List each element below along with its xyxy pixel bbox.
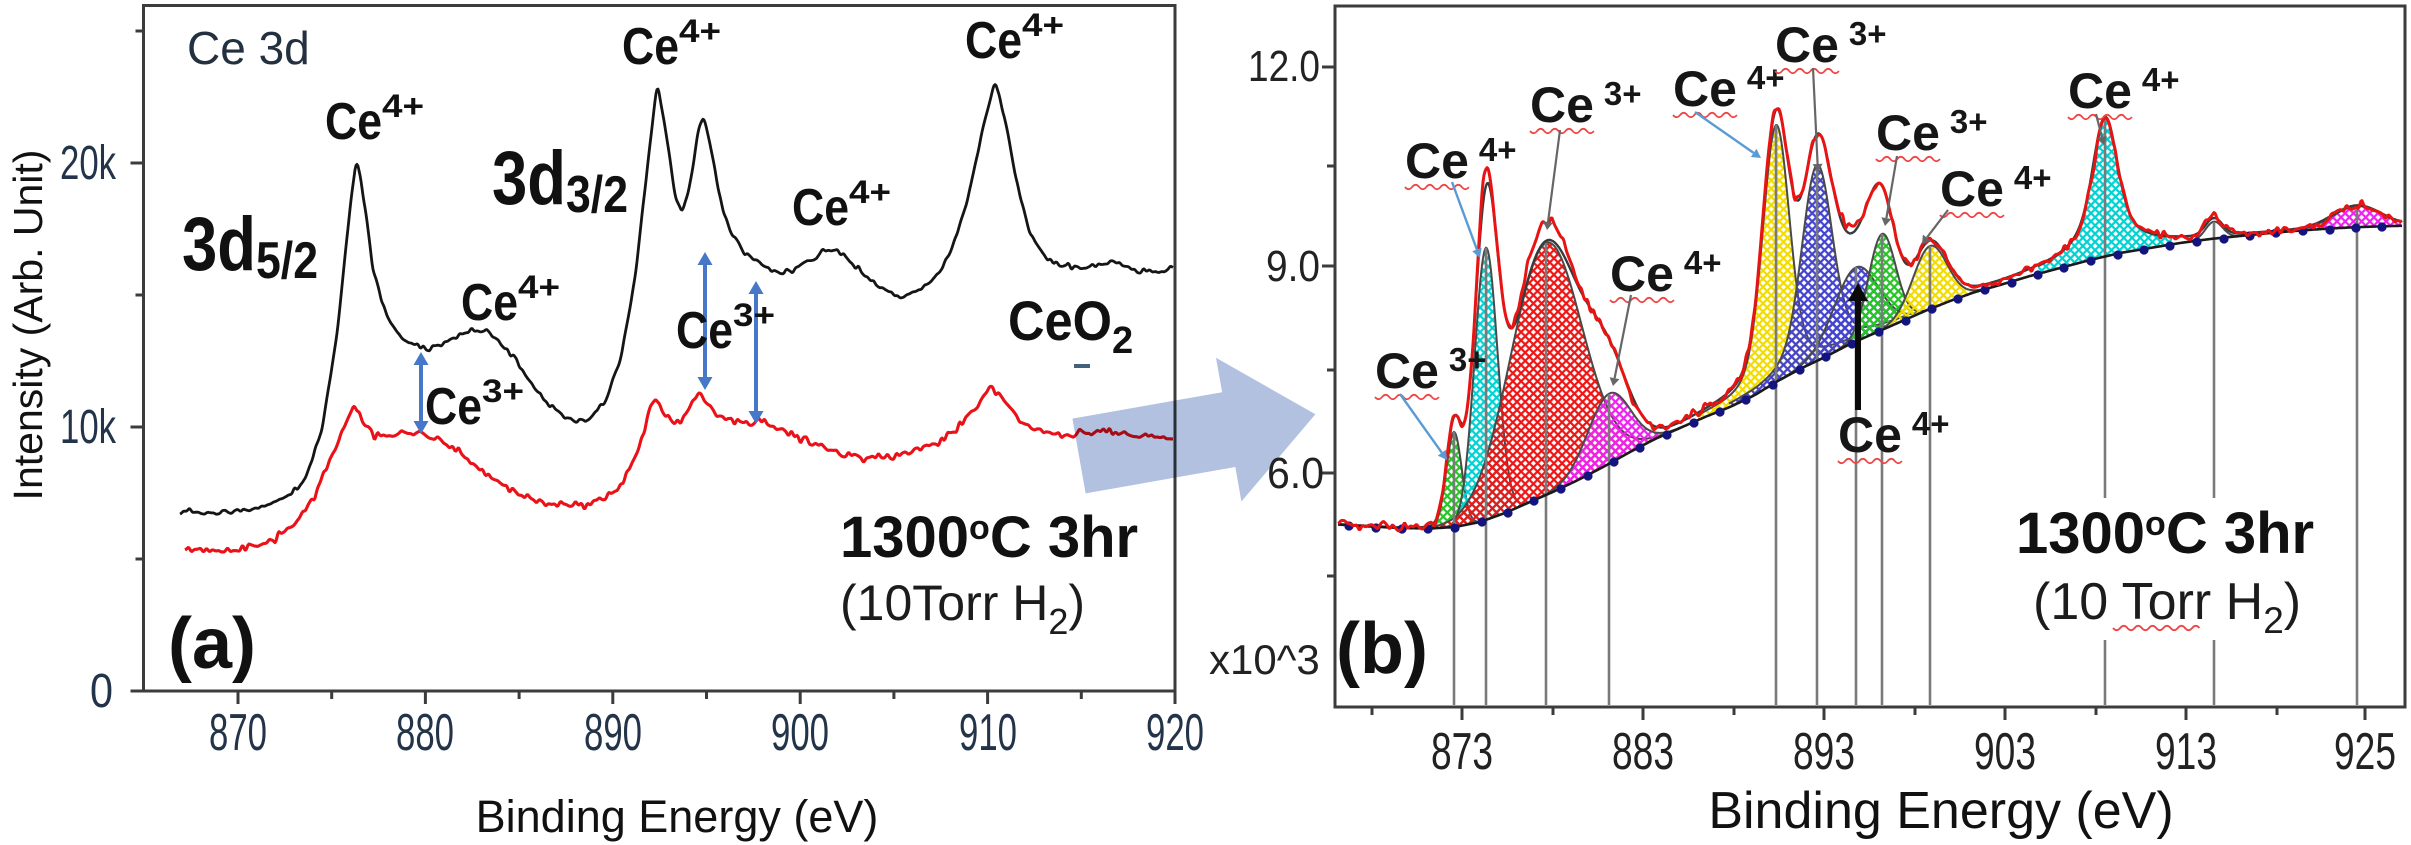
svg-text:0: 0 — [90, 665, 113, 718]
svg-text:Ce4+: Ce4+ — [792, 174, 891, 237]
svg-text:925: 925 — [2334, 723, 2396, 781]
svg-text:Ce3+: Ce3+ — [425, 373, 524, 436]
svg-text:Binding Energy (eV): Binding Energy (eV) — [1708, 782, 2173, 840]
svg-text:873: 873 — [1431, 723, 1493, 781]
svg-text:Binding Energy (eV): Binding Energy (eV) — [476, 791, 879, 842]
svg-text:10k: 10k — [60, 401, 117, 454]
svg-text:(10Torr H2): (10Torr H2) — [840, 575, 1085, 642]
svg-text:9.0: 9.0 — [1266, 242, 1320, 291]
svg-text:x10^3: x10^3 — [1209, 636, 1320, 683]
svg-text:Ce3+: Ce3+ — [676, 297, 775, 360]
svg-text:913: 913 — [2155, 723, 2217, 781]
svg-text:880: 880 — [396, 704, 454, 762]
svg-text:910: 910 — [959, 704, 1017, 762]
svg-text:(b): (b) — [1336, 609, 1428, 689]
svg-text:CeO2: CeO2 — [1008, 289, 1133, 362]
svg-text:870: 870 — [209, 704, 267, 762]
svg-text:(a): (a) — [168, 604, 256, 684]
svg-text:Ce4+: Ce4+ — [325, 88, 424, 151]
svg-text:1300oC 3hr: 1300oC 3hr — [2016, 501, 2314, 566]
svg-text:920: 920 — [1146, 704, 1204, 762]
svg-text:3d3/2: 3d3/2 — [492, 136, 628, 224]
svg-text:Ce4+: Ce4+ — [461, 269, 560, 332]
svg-text:Intensity (Arb. Unit): Intensity (Arb. Unit) — [5, 150, 51, 501]
svg-text:(10 Torr H2): (10 Torr H2) — [2033, 573, 2301, 641]
svg-text:903: 903 — [1974, 723, 2036, 781]
svg-text:Ce4+: Ce4+ — [965, 7, 1064, 70]
svg-text:12.0: 12.0 — [1248, 42, 1320, 91]
svg-text:Ce 3d: Ce 3d — [187, 22, 310, 74]
svg-text:Ce4+: Ce4+ — [622, 13, 721, 76]
svg-text:890: 890 — [584, 704, 642, 762]
svg-text:900: 900 — [771, 704, 829, 762]
svg-text:1300oC 3hr: 1300oC 3hr — [840, 505, 1138, 570]
svg-text:883: 883 — [1612, 723, 1674, 781]
svg-text:20k: 20k — [60, 137, 117, 190]
svg-text:3d5/2: 3d5/2 — [182, 202, 318, 290]
svg-text:6.0: 6.0 — [1267, 449, 1324, 498]
svg-text:893: 893 — [1793, 723, 1855, 781]
